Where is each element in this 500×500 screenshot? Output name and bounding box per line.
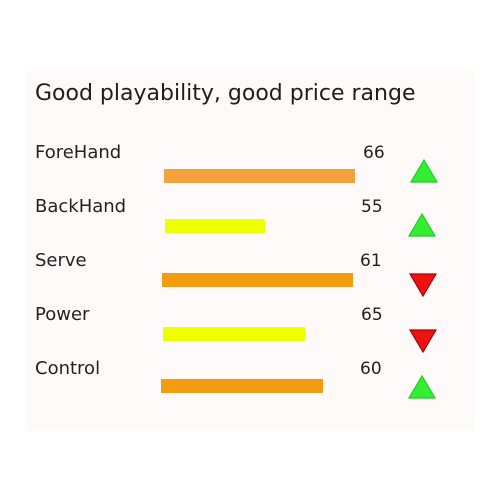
stat-label-control: Control xyxy=(35,358,101,379)
stat-value-power: 65 xyxy=(361,305,383,325)
triangle-down-icon xyxy=(409,273,437,297)
triangle-up-icon xyxy=(408,375,436,399)
triangle-down-icon xyxy=(409,329,437,353)
stat-value-forehand: 66 xyxy=(363,143,385,163)
stat-value-serve: 61 xyxy=(360,251,382,271)
stat-label-power: Power xyxy=(35,304,90,325)
stat-label-backhand: BackHand xyxy=(35,196,127,217)
stat-bar-backhand xyxy=(165,219,265,233)
card-title: Good playability, good price range xyxy=(35,81,416,106)
stats-card xyxy=(26,70,474,430)
triangle-up-icon xyxy=(410,159,438,183)
stat-value-control: 60 xyxy=(360,359,382,379)
stat-label-forehand: ForeHand xyxy=(35,142,122,163)
stat-bar-power xyxy=(163,327,305,341)
stat-bar-forehand xyxy=(164,169,355,183)
stat-label-serve: Serve xyxy=(35,250,87,271)
triangle-up-icon xyxy=(408,213,436,237)
stat-bar-serve xyxy=(162,273,353,287)
stat-bar-control xyxy=(161,379,323,393)
stat-value-backhand: 55 xyxy=(361,197,383,217)
